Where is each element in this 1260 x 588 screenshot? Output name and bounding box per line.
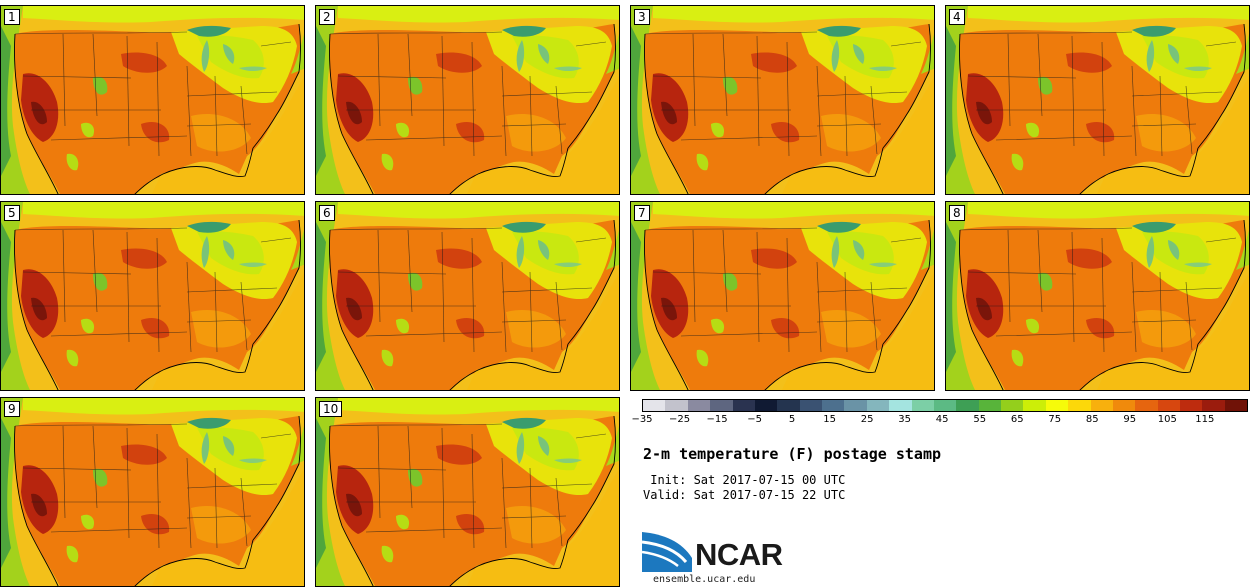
colorbar-swatch bbox=[1112, 400, 1136, 411]
colorbar-tick-label: 105 bbox=[1157, 414, 1177, 425]
colorbar-tick-label: 15 bbox=[823, 414, 836, 425]
colorbar-tick-label: 85 bbox=[1085, 414, 1099, 425]
member-label: 3 bbox=[634, 9, 650, 25]
member-label: 7 bbox=[634, 205, 650, 221]
temperature-colorbar bbox=[642, 399, 1248, 412]
colorbar-swatch bbox=[933, 400, 957, 411]
colorbar-swatch bbox=[1224, 400, 1248, 411]
colorbar-tick-label: −35 bbox=[631, 414, 653, 425]
colorbar-tick-labels: −35 −25 −15 −5 5 15 25 35 45 55 65 75 85 95 105 115 bbox=[631, 414, 1248, 428]
colorbar-tick-label: 55 bbox=[973, 414, 987, 425]
member-panel-10: 10 bbox=[315, 397, 620, 587]
member-panel-7: 7 bbox=[630, 201, 935, 391]
member-panel-4: 4 bbox=[945, 5, 1250, 195]
temperature-map bbox=[1, 398, 304, 586]
colorbar-swatch bbox=[665, 400, 688, 411]
colorbar-swatch bbox=[844, 400, 867, 411]
member-panel-6: 6 bbox=[315, 201, 620, 391]
colorbar-swatch bbox=[799, 400, 822, 411]
temperature-map bbox=[631, 202, 934, 390]
colorbar-swatch bbox=[1135, 400, 1158, 411]
member-panel-9: 9 bbox=[0, 397, 305, 587]
colorbar-tick-label: −25 bbox=[668, 414, 691, 425]
colorbar-swatch bbox=[1001, 400, 1024, 411]
member-label: 10 bbox=[319, 401, 343, 417]
member-panel-1: 1 bbox=[0, 5, 305, 195]
colorbar-swatch bbox=[911, 400, 934, 411]
colorbar-tick-label: 25 bbox=[860, 414, 874, 425]
colorbar-swatch bbox=[732, 400, 755, 411]
colorbar-swatch bbox=[1202, 400, 1225, 411]
temperature-map bbox=[316, 398, 619, 586]
colorbar-swatch bbox=[1180, 400, 1203, 411]
colorbar-swatch bbox=[1068, 400, 1091, 411]
colorbar-swatch bbox=[1090, 400, 1113, 411]
temperature-map bbox=[1, 202, 304, 390]
temperature-map bbox=[946, 6, 1249, 194]
colorbar-swatch bbox=[822, 400, 845, 411]
temperature-map bbox=[316, 202, 619, 390]
colorbar-swatch bbox=[687, 400, 711, 411]
temperature-map bbox=[631, 6, 934, 194]
init-time: Init: Sat 2017-07-15 00 UTC bbox=[643, 473, 846, 487]
colorbar-swatch bbox=[1023, 400, 1046, 411]
colorbar-swatch bbox=[710, 400, 733, 411]
ncar-logo-icon bbox=[642, 532, 692, 572]
member-panel-3: 3 bbox=[630, 5, 935, 195]
colorbar-tick-label: 45 bbox=[935, 414, 949, 425]
colorbar-tick-label: 115 bbox=[1195, 414, 1215, 425]
colorbar-tick-label: −15 bbox=[706, 414, 728, 425]
colorbar-swatch bbox=[1157, 400, 1180, 411]
member-panel-8: 8 bbox=[945, 201, 1250, 391]
member-label: 4 bbox=[949, 9, 965, 25]
member-panel-2: 2 bbox=[315, 5, 620, 195]
member-label: 5 bbox=[4, 205, 20, 221]
colorbar-tick-label: 65 bbox=[1010, 414, 1024, 425]
colorbar-tick-label: 5 bbox=[788, 414, 796, 425]
colorbar-tick-label: 95 bbox=[1123, 414, 1137, 425]
colorbar-swatch bbox=[643, 400, 666, 411]
member-label: 1 bbox=[4, 9, 20, 25]
figure-title: 2-m temperature (F) postage stamp bbox=[643, 445, 942, 463]
colorbar-tick-label: −5 bbox=[747, 414, 762, 425]
member-label: 9 bbox=[4, 401, 20, 417]
member-label: 2 bbox=[319, 9, 335, 25]
temperature-map bbox=[316, 6, 619, 194]
colorbar-tick-label: 75 bbox=[1048, 414, 1062, 425]
colorbar-swatch bbox=[754, 400, 778, 411]
temperature-map bbox=[1, 6, 304, 194]
colorbar-swatch bbox=[866, 400, 890, 411]
member-panel-5: 5 bbox=[0, 201, 305, 391]
member-label: 8 bbox=[949, 205, 965, 221]
member-label: 6 bbox=[319, 205, 335, 221]
colorbar-swatch bbox=[978, 400, 1001, 411]
colorbar-swatch bbox=[777, 400, 800, 411]
valid-time: Valid: Sat 2017-07-15 22 UTC bbox=[643, 488, 846, 502]
colorbar-tick-label: 35 bbox=[898, 414, 912, 425]
colorbar-swatch bbox=[889, 400, 912, 411]
colorbar-swatch bbox=[956, 400, 979, 411]
logo-text: NCAR bbox=[695, 537, 783, 572]
temperature-map bbox=[946, 202, 1249, 390]
site-url: ensemble.ucar.edu bbox=[653, 574, 756, 585]
colorbar-swatch bbox=[1045, 400, 1069, 411]
